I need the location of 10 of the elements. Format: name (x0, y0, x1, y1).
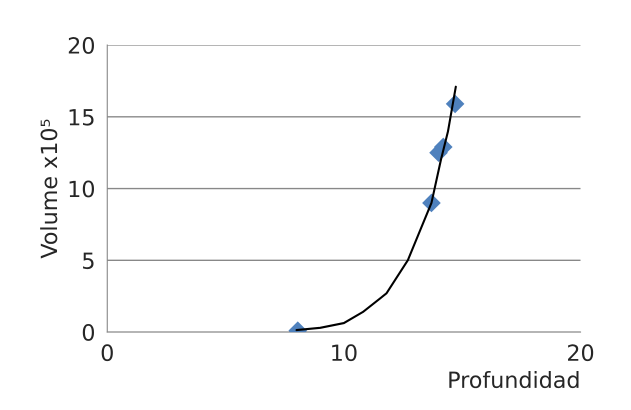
x-axis-title: Profundidad (449, 370, 578, 388)
y-tick-label: 5 (83, 252, 94, 270)
x-tick-label: 10 (332, 344, 357, 362)
y-tick-label: 0 (82, 324, 94, 341)
y-tick-label: 15 (70, 109, 94, 126)
y-tick-label: 10 (70, 180, 94, 198)
y-axis-title: Volume x10⁵ (40, 120, 58, 258)
x-tick-label: 20 (568, 344, 594, 362)
x-tick-label: 0 (102, 344, 113, 362)
y-tick-label: 20 (68, 37, 94, 54)
